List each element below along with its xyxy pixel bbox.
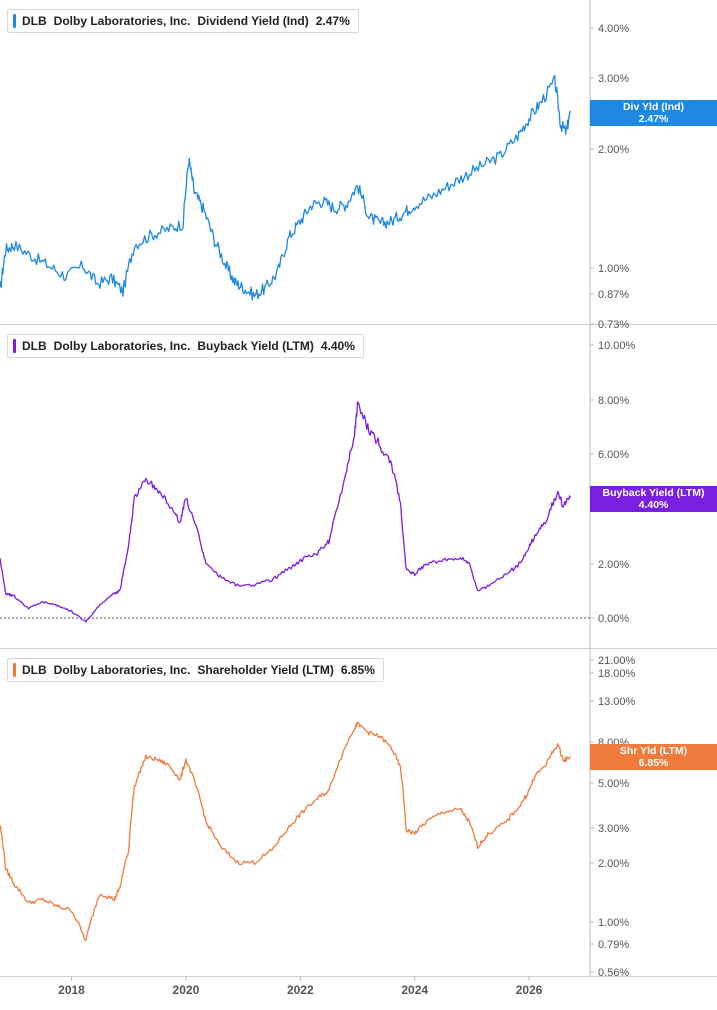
y-tick-label: 18.00% (598, 668, 636, 680)
y-tick-label: 1.00% (598, 917, 629, 929)
series-line-3 (0, 721, 571, 942)
y-tick-label: 2.00% (598, 144, 629, 156)
y-tick-label: 5.00% (598, 778, 629, 790)
y-tick-label: 13.00% (598, 696, 636, 708)
y-tick-label: 10.00% (598, 340, 636, 352)
panel-3-color-bar (13, 663, 16, 677)
y-tick-label: 3.00% (598, 73, 629, 85)
panel-3-current: 6.85% (340, 663, 375, 677)
y-tick-label: 0.56% (598, 967, 629, 979)
panel-1-company: Dolby Laboratories, Inc. (53, 14, 191, 28)
panel-2-metric: Buyback Yield (LTM) (197, 339, 314, 353)
panel-1-current: 2.47% (315, 14, 350, 28)
x-tick-label: 2026 (516, 983, 543, 997)
panel-2-current: 4.40% (320, 339, 355, 353)
y-tick-label: 6.00% (598, 449, 629, 461)
y-tick-label: 0.00% (598, 613, 629, 625)
panel-1-box-title: Div Yld (Ind) (622, 101, 685, 113)
panel-1-ticker: DLB (22, 14, 47, 28)
y-tick-label: 21.00% (598, 655, 636, 667)
panel-1-metric: Dividend Yield (Ind) (197, 14, 309, 28)
panel-2-value-box: Buyback Yield (LTM) 4.40% (590, 486, 717, 512)
y-tick-label: 8.00% (598, 395, 629, 407)
panel-1-label: DLB Dolby Laboratories, Inc. Dividend Yi… (7, 9, 359, 33)
panel-1-value-box: Div Yld (Ind) 2.47% (590, 100, 717, 126)
series-line-1 (0, 74, 571, 301)
y-tick-label: 0.87% (598, 289, 629, 301)
y-tick-label: 4.00% (598, 23, 629, 35)
series-line-2 (0, 401, 571, 623)
y-tick-label: 3.00% (598, 823, 629, 835)
panel-2-box-title: Buyback Yield (LTM) (602, 487, 705, 499)
panel-2-company: Dolby Laboratories, Inc. (53, 339, 191, 353)
panel-2-color-bar (13, 339, 16, 353)
panel-3-value-box: Shr Yld (LTM) 6.85% (590, 744, 717, 770)
panel-2-ticker: DLB (22, 339, 47, 353)
panel-3-ticker: DLB (22, 663, 47, 677)
y-tick-label: 0.73% (598, 319, 629, 331)
y-tick-label: 2.00% (598, 559, 629, 571)
panel-3-metric: Shareholder Yield (LTM) (197, 663, 334, 677)
y-tick-label: 1.00% (598, 263, 629, 275)
panel-2-label: DLB Dolby Laboratories, Inc. Buyback Yie… (7, 334, 364, 358)
panel-3-label: DLB Dolby Laboratories, Inc. Shareholder… (7, 658, 384, 682)
panel-3-box-title: Shr Yld (LTM) (619, 745, 688, 757)
x-tick-label: 2024 (401, 983, 428, 997)
panel-2-box-value: 4.40% (638, 499, 669, 511)
panel-1-color-bar (13, 14, 16, 28)
x-tick-label: 2022 (287, 983, 314, 997)
y-tick-label: 2.00% (598, 858, 629, 870)
x-tick-label: 2020 (173, 983, 200, 997)
panel-1-box-value: 2.47% (638, 113, 669, 125)
panel-3-box-value: 6.85% (638, 757, 669, 769)
panel-3-company: Dolby Laboratories, Inc. (53, 663, 191, 677)
y-tick-label: 0.79% (598, 939, 629, 951)
x-tick-label: 2018 (58, 983, 85, 997)
